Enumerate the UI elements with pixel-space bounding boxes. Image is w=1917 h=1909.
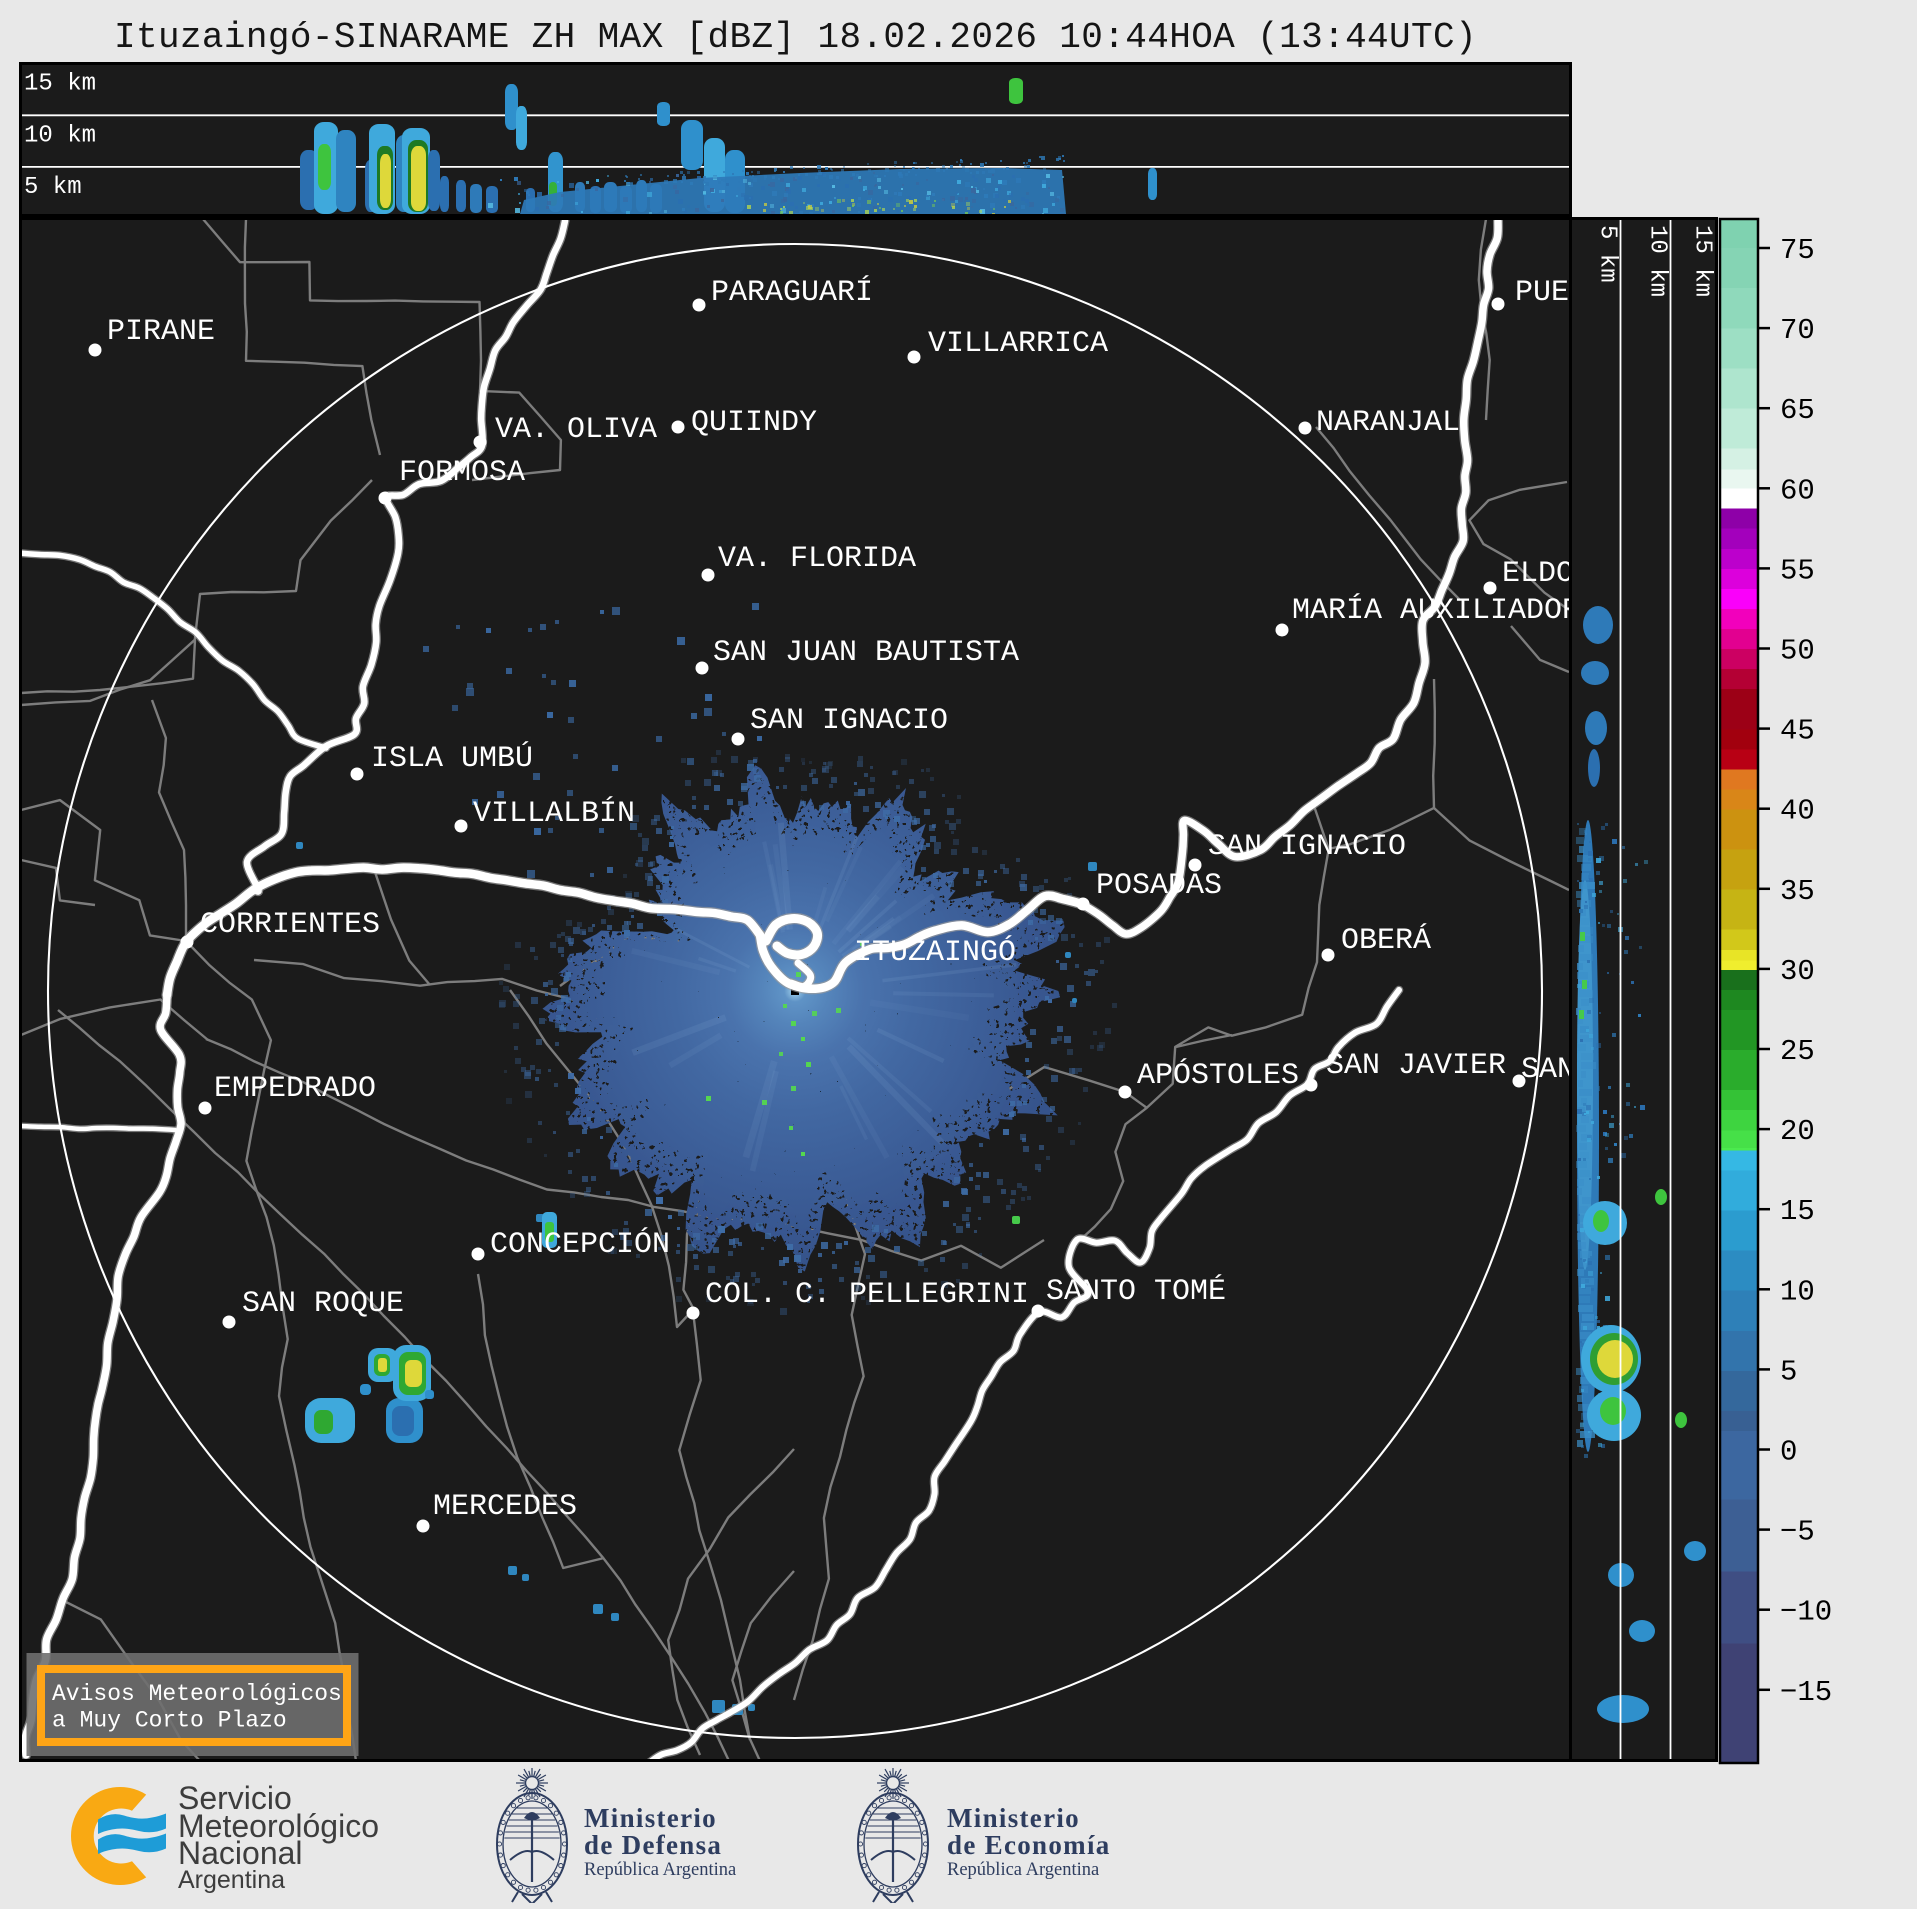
- svg-text:SAN ROQUE: SAN ROQUE: [242, 1287, 404, 1321]
- svg-text:COL. C. PELLEGRINI: COL. C. PELLEGRINI: [705, 1278, 1029, 1312]
- svg-text:EMPEDRADO: EMPEDRADO: [214, 1072, 376, 1106]
- svg-text:a Muy Corto Plazo: a Muy Corto Plazo: [52, 1708, 287, 1734]
- svg-text:SAN JAVIER: SAN JAVIER: [1326, 1049, 1506, 1083]
- svg-text:15: 15: [1780, 1195, 1815, 1228]
- svg-text:10 km: 10 km: [1644, 225, 1671, 297]
- svg-text:VA. OLIVA: VA. OLIVA: [495, 413, 657, 447]
- svg-text:5 km: 5 km: [1594, 225, 1621, 283]
- svg-text:APÓSTOLES: APÓSTOLES: [1137, 1058, 1299, 1093]
- svg-text:20: 20: [1780, 1115, 1815, 1148]
- svg-text:Avisos Meteorológicos: Avisos Meteorológicos: [52, 1681, 342, 1707]
- svg-text:PARAGUARÍ: PARAGUARÍ: [711, 275, 873, 310]
- svg-text:ELDORADO: ELDORADO: [1502, 557, 1572, 591]
- svg-text:5: 5: [1780, 1355, 1797, 1388]
- svg-text:15 km: 15 km: [1689, 225, 1716, 297]
- svg-text:0: 0: [1780, 1436, 1797, 1469]
- svg-text:25: 25: [1780, 1035, 1815, 1068]
- svg-text:PIRANE: PIRANE: [107, 315, 215, 349]
- svg-text:POSADAS: POSADAS: [1096, 869, 1222, 903]
- svg-text:NARANJAL: NARANJAL: [1316, 406, 1460, 440]
- svg-text:−5: −5: [1780, 1516, 1815, 1549]
- svg-text:70: 70: [1780, 314, 1815, 347]
- svg-text:30: 30: [1780, 955, 1815, 988]
- svg-text:55: 55: [1780, 554, 1815, 587]
- svg-text:VILLARRICA: VILLARRICA: [928, 327, 1108, 361]
- svg-text:VILLALBÍN: VILLALBÍN: [473, 796, 635, 831]
- svg-text:35: 35: [1780, 875, 1815, 908]
- svg-text:15 km: 15 km: [24, 71, 96, 98]
- svg-text:50: 50: [1780, 635, 1815, 668]
- svg-text:60: 60: [1780, 474, 1815, 507]
- svg-text:SAN JUAN BAUTISTA: SAN JUAN BAUTISTA: [713, 636, 1019, 670]
- svg-text:40: 40: [1780, 795, 1815, 828]
- svg-text:−10: −10: [1780, 1596, 1832, 1629]
- svg-text:CORRIENTES: CORRIENTES: [200, 908, 380, 942]
- svg-text:MERCEDES: MERCEDES: [433, 1490, 577, 1524]
- svg-text:SANTO TOMÉ: SANTO TOMÉ: [1046, 1274, 1226, 1309]
- svg-text:10 km: 10 km: [24, 123, 96, 150]
- svg-text:CONCEPCIÓN: CONCEPCIÓN: [490, 1227, 670, 1262]
- svg-text:SAN: SAN: [1521, 1053, 1572, 1087]
- svg-text:ITUZAINGÓ: ITUZAINGÓ: [854, 935, 1016, 970]
- svg-text:SAN IGNACIO: SAN IGNACIO: [1208, 830, 1406, 864]
- svg-text:5 km: 5 km: [24, 174, 82, 201]
- svg-text:10: 10: [1780, 1275, 1815, 1308]
- svg-text:VA. FLORIDA: VA. FLORIDA: [718, 542, 916, 576]
- svg-text:FORMOSA: FORMOSA: [399, 456, 525, 490]
- svg-text:ISLA UMBÚ: ISLA UMBÚ: [371, 741, 533, 776]
- svg-text:MARÍA AUXILIADORA: MARÍA AUXILIADORA: [1292, 593, 1572, 628]
- svg-text:65: 65: [1780, 394, 1815, 427]
- svg-text:75: 75: [1780, 234, 1815, 267]
- svg-text:−15: −15: [1780, 1676, 1832, 1709]
- svg-text:OBERÁ: OBERÁ: [1341, 923, 1431, 958]
- svg-text:QUIINDY: QUIINDY: [691, 406, 817, 440]
- svg-text:SAN IGNACIO: SAN IGNACIO: [750, 704, 948, 738]
- svg-text:45: 45: [1780, 715, 1815, 748]
- svg-text:PUERTO RICO: PUERTO RICO: [1515, 276, 1572, 310]
